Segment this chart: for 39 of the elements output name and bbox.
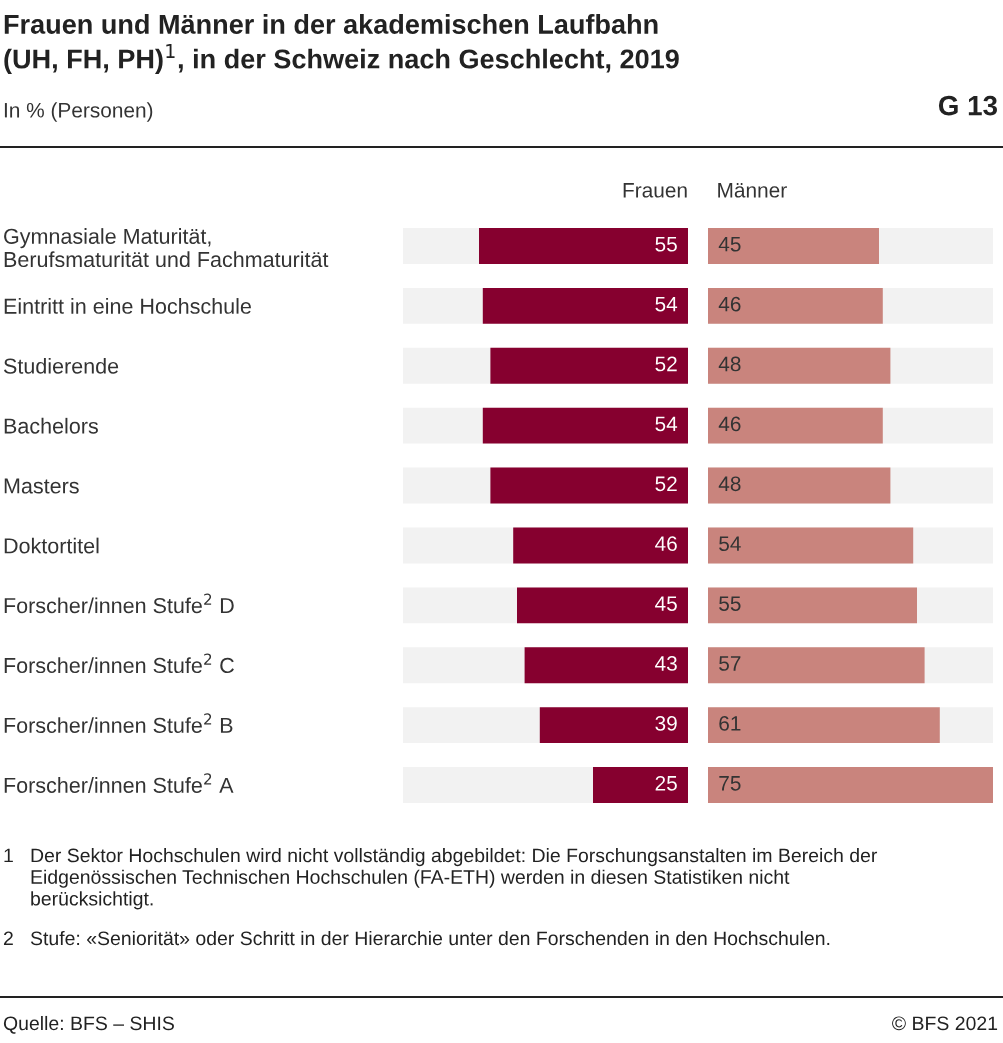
data-label: 55 xyxy=(719,596,741,611)
y-tick-label: Gymnasiale Maturität, Berufsmaturität und Fachmaturität xyxy=(4,228,329,268)
y-tick-label: Masters xyxy=(4,478,79,494)
y-tick-label: Forscher/innen Stufe$^{2}$ C xyxy=(4,653,234,674)
data-label: 52 xyxy=(655,476,677,492)
chart-title: Frauen und Männer in der akademischen Laufbahn (UH, FH, PH)$^{1}$, in der Schweiz nach Geschlecht, 2019 xyxy=(4,14,679,74)
data-label: 48 xyxy=(718,476,741,492)
data-label: 46 xyxy=(718,416,741,432)
data-label: 43 xyxy=(655,656,677,671)
text: 1 Der Sektor Hochschulen wird nicht vollständig abgebildet: Die Forschungsanstalten im Bereich der Eidgenössischen Technischen Hochschulen (FA-ETH) werden in diesen Statistiken nicht berücksichtigt. xyxy=(4,848,878,910)
data-label: 45 xyxy=(718,237,741,252)
data-label: 54 xyxy=(655,296,678,312)
y-tick-label: Eintritt in eine Hochschule xyxy=(4,298,251,314)
text: © BFS 2021 xyxy=(892,1016,998,1031)
data-label: 54 xyxy=(719,536,741,552)
data-label: 54 xyxy=(655,416,678,432)
text: 2 Stufe: «Seniorität» oder Schritt in der Hierarchie unter den Forschenden in den Hochschulen. xyxy=(3,930,830,946)
source-note: Quelle: BFS – SHIS xyxy=(3,1015,174,1034)
data-label: 46 xyxy=(655,536,677,552)
text: In % (Personen) xyxy=(4,102,153,122)
data-label: 61 xyxy=(719,715,741,731)
data-label: 48 xyxy=(718,356,741,372)
y-tick-label: Forscher/innen Stufe$^{2}$ D xyxy=(4,593,234,614)
text: G 13 xyxy=(938,95,997,116)
data-label: 75 xyxy=(719,776,741,791)
data-label: 55 xyxy=(655,237,677,252)
y-tick-label: Forscher/innen Stufe$^{2}$ A xyxy=(4,773,234,793)
y-tick-label: Doktortitel xyxy=(4,537,99,554)
y-tick-label: Bachelors xyxy=(4,417,98,434)
series-label: Frauen xyxy=(623,183,687,198)
data-label: 57 xyxy=(719,656,741,671)
data-label: 39 xyxy=(655,715,677,731)
data-label: 25 xyxy=(655,775,677,791)
series-label: Männer xyxy=(718,183,787,198)
y-tick-label: Forscher/innen Stufe$^{2}$ B xyxy=(4,713,233,733)
data-label: 52 xyxy=(655,356,677,372)
data-label: 46 xyxy=(718,296,741,312)
data-label: 45 xyxy=(655,596,677,611)
y-tick-label: Studierende xyxy=(3,357,119,374)
